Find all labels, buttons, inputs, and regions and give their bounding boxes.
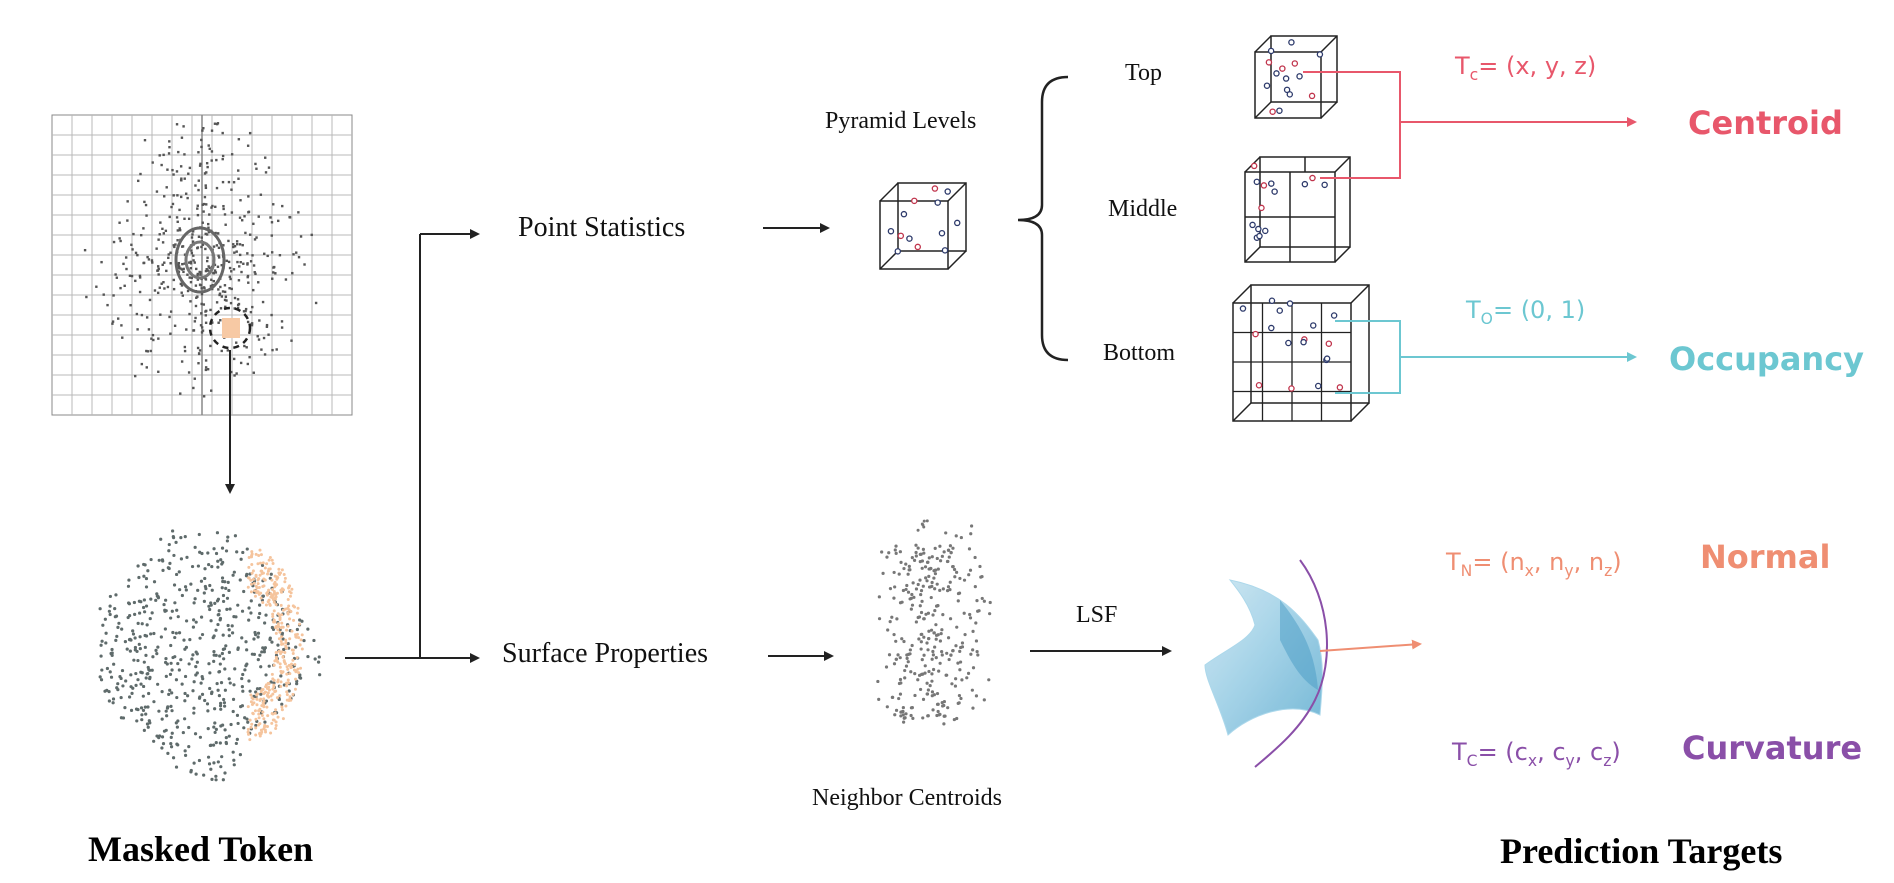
- bev-grid-view: [51, 114, 353, 416]
- pyramid-cube: [879, 182, 967, 270]
- level-top-label: Top: [1125, 60, 1162, 86]
- curvature-formula: TC= (cx, cy, cz): [1452, 738, 1621, 770]
- neighbor-centroids-cloud: [876, 519, 992, 726]
- level-middle-label: Middle: [1108, 196, 1178, 222]
- level-bottom-label: Bottom: [1103, 340, 1176, 366]
- occupancy-formula: TO= (0, 1): [1466, 296, 1586, 328]
- neighbor-centroids-label: Neighbor Centroids: [812, 785, 1002, 811]
- masked-cell-highlight-circle: [208, 306, 252, 350]
- top-level-cube: [1254, 35, 1338, 119]
- normal-target-name: Normal: [1700, 538, 1831, 576]
- centroid-target-name: Centroid: [1688, 104, 1843, 142]
- centroid-formula: Tc= (x, y, z): [1455, 52, 1597, 84]
- branch-arrows: [345, 223, 1172, 663]
- bottom-level-cube: [1232, 284, 1370, 422]
- curvature-target-name: Curvature: [1682, 729, 1863, 767]
- lsf-label: LSF: [1076, 602, 1118, 628]
- point-statistics-label: Point Statistics: [518, 212, 686, 243]
- masked-token-title: Masked Token: [88, 829, 314, 869]
- occupancy-target-name: Occupancy: [1669, 340, 1865, 378]
- centroid-connector: [1303, 71, 1637, 179]
- prediction-targets-title: Prediction Targets: [1500, 831, 1783, 871]
- occupancy-connector: [1335, 320, 1637, 394]
- normal-formula: TN= (nx, ny, nz): [1446, 548, 1622, 580]
- pyramid-levels-label: Pyramid Levels: [825, 108, 977, 134]
- masked-token-point-cloud: [98, 529, 322, 782]
- masked-grid-cell: [222, 318, 240, 338]
- level-brace: [1017, 75, 1069, 362]
- lsf-surface: [1204, 559, 1422, 768]
- surface-properties-label: Surface Properties: [502, 638, 709, 669]
- middle-level-cube: [1244, 156, 1351, 263]
